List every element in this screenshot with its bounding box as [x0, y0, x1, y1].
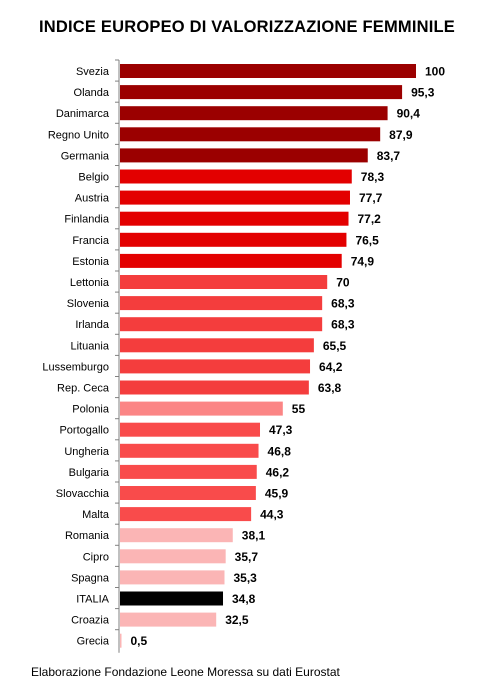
category-label: Polonia	[72, 404, 110, 416]
value-label: 83,7	[377, 149, 401, 163]
bar	[120, 359, 311, 374]
bar	[120, 380, 309, 395]
category-label: Cipro	[83, 551, 109, 563]
value-label: 46,8	[268, 444, 292, 458]
category-label: Malta	[82, 509, 110, 521]
value-label: 87,9	[389, 128, 413, 142]
category-label: Irlanda	[75, 319, 110, 331]
category-label: Olanda	[74, 87, 110, 99]
category-label: Lussemburgo	[42, 361, 109, 373]
category-label: Svezia	[76, 66, 110, 78]
bar	[120, 64, 416, 78]
bar	[120, 85, 403, 100]
bar	[120, 190, 350, 205]
value-label: 34,8	[232, 592, 256, 606]
bar	[120, 612, 217, 627]
value-label: 78,3	[361, 170, 385, 184]
value-label: 77,7	[359, 191, 383, 205]
category-label: Finlandia	[64, 214, 110, 226]
value-label: 46,2	[266, 465, 290, 479]
category-label: Estonia	[72, 256, 110, 268]
chart-title: INDICE EUROPEO DI VALORIZZAZIONE FEMMINI…	[38, 18, 456, 36]
category-label: ITALIA	[76, 594, 109, 606]
category-label: Spagna	[71, 572, 110, 584]
category-label: Belgio	[78, 172, 109, 184]
bar	[120, 633, 122, 648]
bar-chart: Svezia 100 Olanda 95,3 Danimarca 90,4 Regno Un…	[42, 59, 445, 653]
value-label: 55	[292, 402, 306, 416]
bar	[120, 211, 349, 226]
bar	[120, 422, 261, 437]
bar	[120, 401, 283, 416]
value-label: 64,2	[319, 360, 343, 374]
category-label: Danimarca	[56, 108, 110, 120]
bar	[120, 169, 352, 184]
category-label: Regno Unito	[48, 129, 109, 141]
value-label: 44,3	[260, 508, 284, 522]
value-label: 77,2	[358, 212, 382, 226]
bar	[120, 486, 256, 500]
value-label: 70	[336, 276, 350, 290]
value-label: 95,3	[411, 86, 435, 100]
bar	[120, 464, 257, 479]
category-label: Francia	[72, 235, 110, 247]
category-label: Lituania	[70, 340, 109, 352]
bar	[120, 275, 328, 289]
category-label: Germania	[61, 150, 110, 162]
category-label: Slovacchia	[56, 488, 110, 500]
bar	[120, 253, 342, 268]
bar	[120, 443, 259, 458]
value-label: 68,3	[331, 297, 355, 311]
value-label: 74,9	[351, 254, 375, 268]
bar	[120, 127, 381, 142]
value-label: 76,5	[355, 233, 379, 247]
category-label: Romania	[65, 530, 110, 542]
bar	[120, 296, 323, 311]
category-label: Rep. Ceca	[57, 383, 110, 395]
value-label: 100	[425, 65, 445, 79]
value-label: 35,3	[233, 571, 257, 585]
value-label: 0,5	[131, 634, 148, 648]
category-label: Ungheria	[64, 446, 110, 458]
bar	[120, 232, 347, 247]
value-label: 35,7	[235, 550, 259, 564]
source-note: Elaborazione Fondazione Leone Moressa su…	[31, 665, 340, 679]
value-label: 38,1	[242, 529, 266, 543]
bar	[120, 148, 368, 163]
value-label: 65,5	[323, 339, 347, 353]
value-label: 63,8	[318, 381, 342, 395]
category-label: Lettonia	[70, 277, 110, 289]
bar	[120, 507, 252, 522]
category-label: Grecia	[77, 636, 110, 648]
category-label: Slovenia	[67, 298, 110, 310]
bar	[120, 549, 226, 564]
value-label: 32,5	[225, 613, 249, 627]
category-label: Bulgaria	[69, 467, 110, 479]
category-label: Portogallo	[59, 425, 109, 437]
value-label: 68,3	[331, 318, 355, 332]
value-label: 47,3	[269, 423, 293, 437]
bar	[120, 591, 224, 606]
bar	[120, 570, 225, 585]
bar	[120, 317, 323, 332]
category-label: Austria	[75, 193, 110, 205]
value-label: 90,4	[397, 107, 421, 121]
value-label: 45,9	[265, 487, 289, 501]
category-label: Croazia	[71, 615, 110, 627]
bar	[120, 338, 314, 353]
bar	[120, 528, 233, 543]
bar	[120, 106, 388, 121]
